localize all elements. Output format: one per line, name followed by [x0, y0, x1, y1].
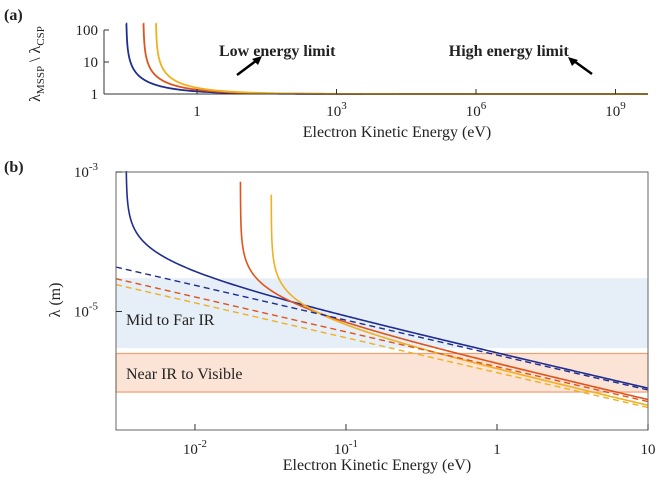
panel-b-dashed-series-2	[115, 278, 649, 403]
panel-b-x-tick-label: 10-2	[183, 438, 207, 458]
panel-b-solid-series-2	[239, 181, 649, 401]
panel-b-dashed-series-3	[115, 283, 649, 409]
panel-b-axes	[115, 152, 657, 431]
panel-a-x-tick-label: 1	[193, 104, 201, 120]
high-energy-arrowhead	[568, 57, 578, 66]
panel-b-y-tick-label: 10-5	[74, 300, 99, 320]
panel-b-x-tick-label: 10	[641, 442, 656, 458]
panel-b-y-axis-title: λ (m)	[47, 283, 64, 318]
panel-a: (a) 1 103 106 109 1 10 100 Low energy limit Hig…	[4, 7, 648, 141]
band-label-2: Near IR to Visible	[126, 366, 243, 383]
panel-a-x-tick-label: 109	[605, 100, 626, 120]
panel-b-solid-series-1	[125, 167, 649, 389]
panel-a-y-tick-label: 10	[83, 55, 98, 71]
panel-a-annotation-1: Low energy limit	[219, 43, 336, 60]
panel-a-y-tick-label: 1	[91, 87, 99, 103]
low-energy-arrowhead	[252, 56, 262, 65]
panel-b-series	[115, 167, 649, 409]
panel-a-label: (a)	[4, 7, 23, 24]
band-2	[115, 352, 649, 393]
panel-a-ticks: 1 103 106 109 1 10 100	[76, 23, 627, 120]
panel-b-solid-series-3	[270, 194, 649, 407]
panel-a-annotations: Low energy limit High energy limit	[219, 43, 593, 76]
panel-b-bands: Mid to Far IR Near IR to Visible	[115, 278, 649, 393]
panel-b-dashed-series-1	[115, 266, 649, 391]
panel-b-x-tick-label: 1	[493, 442, 501, 458]
panel-a-annotation-2: High energy limit	[449, 43, 570, 60]
panel-a-x-tick-label: 103	[326, 100, 347, 120]
panel-a-y-axis-title: λMSSP \ λCSP	[27, 26, 47, 102]
panel-b-x-tick-label: 10-1	[334, 438, 358, 458]
panel-b-top-cover	[115, 152, 657, 171]
high-energy-arrow	[573, 59, 593, 76]
panel-b-x-axis-title: Electron Kinetic Energy (eV)	[283, 457, 472, 474]
low-energy-arrow	[236, 59, 258, 76]
panel-b-y-tick-label: 10-3	[74, 161, 99, 181]
panel-a-x-axis-title: Electron Kinetic Energy (eV)	[303, 124, 492, 141]
panel-a-x-tick-label: 106	[466, 100, 487, 120]
panel-b: (b) Mid to Far IR Near IR to Visible 10-2…	[4, 152, 657, 474]
band-label-1: Mid to Far IR	[126, 312, 215, 329]
panel-a-y-tick-label: 100	[76, 23, 99, 39]
panel-b-label: (b)	[4, 159, 24, 176]
